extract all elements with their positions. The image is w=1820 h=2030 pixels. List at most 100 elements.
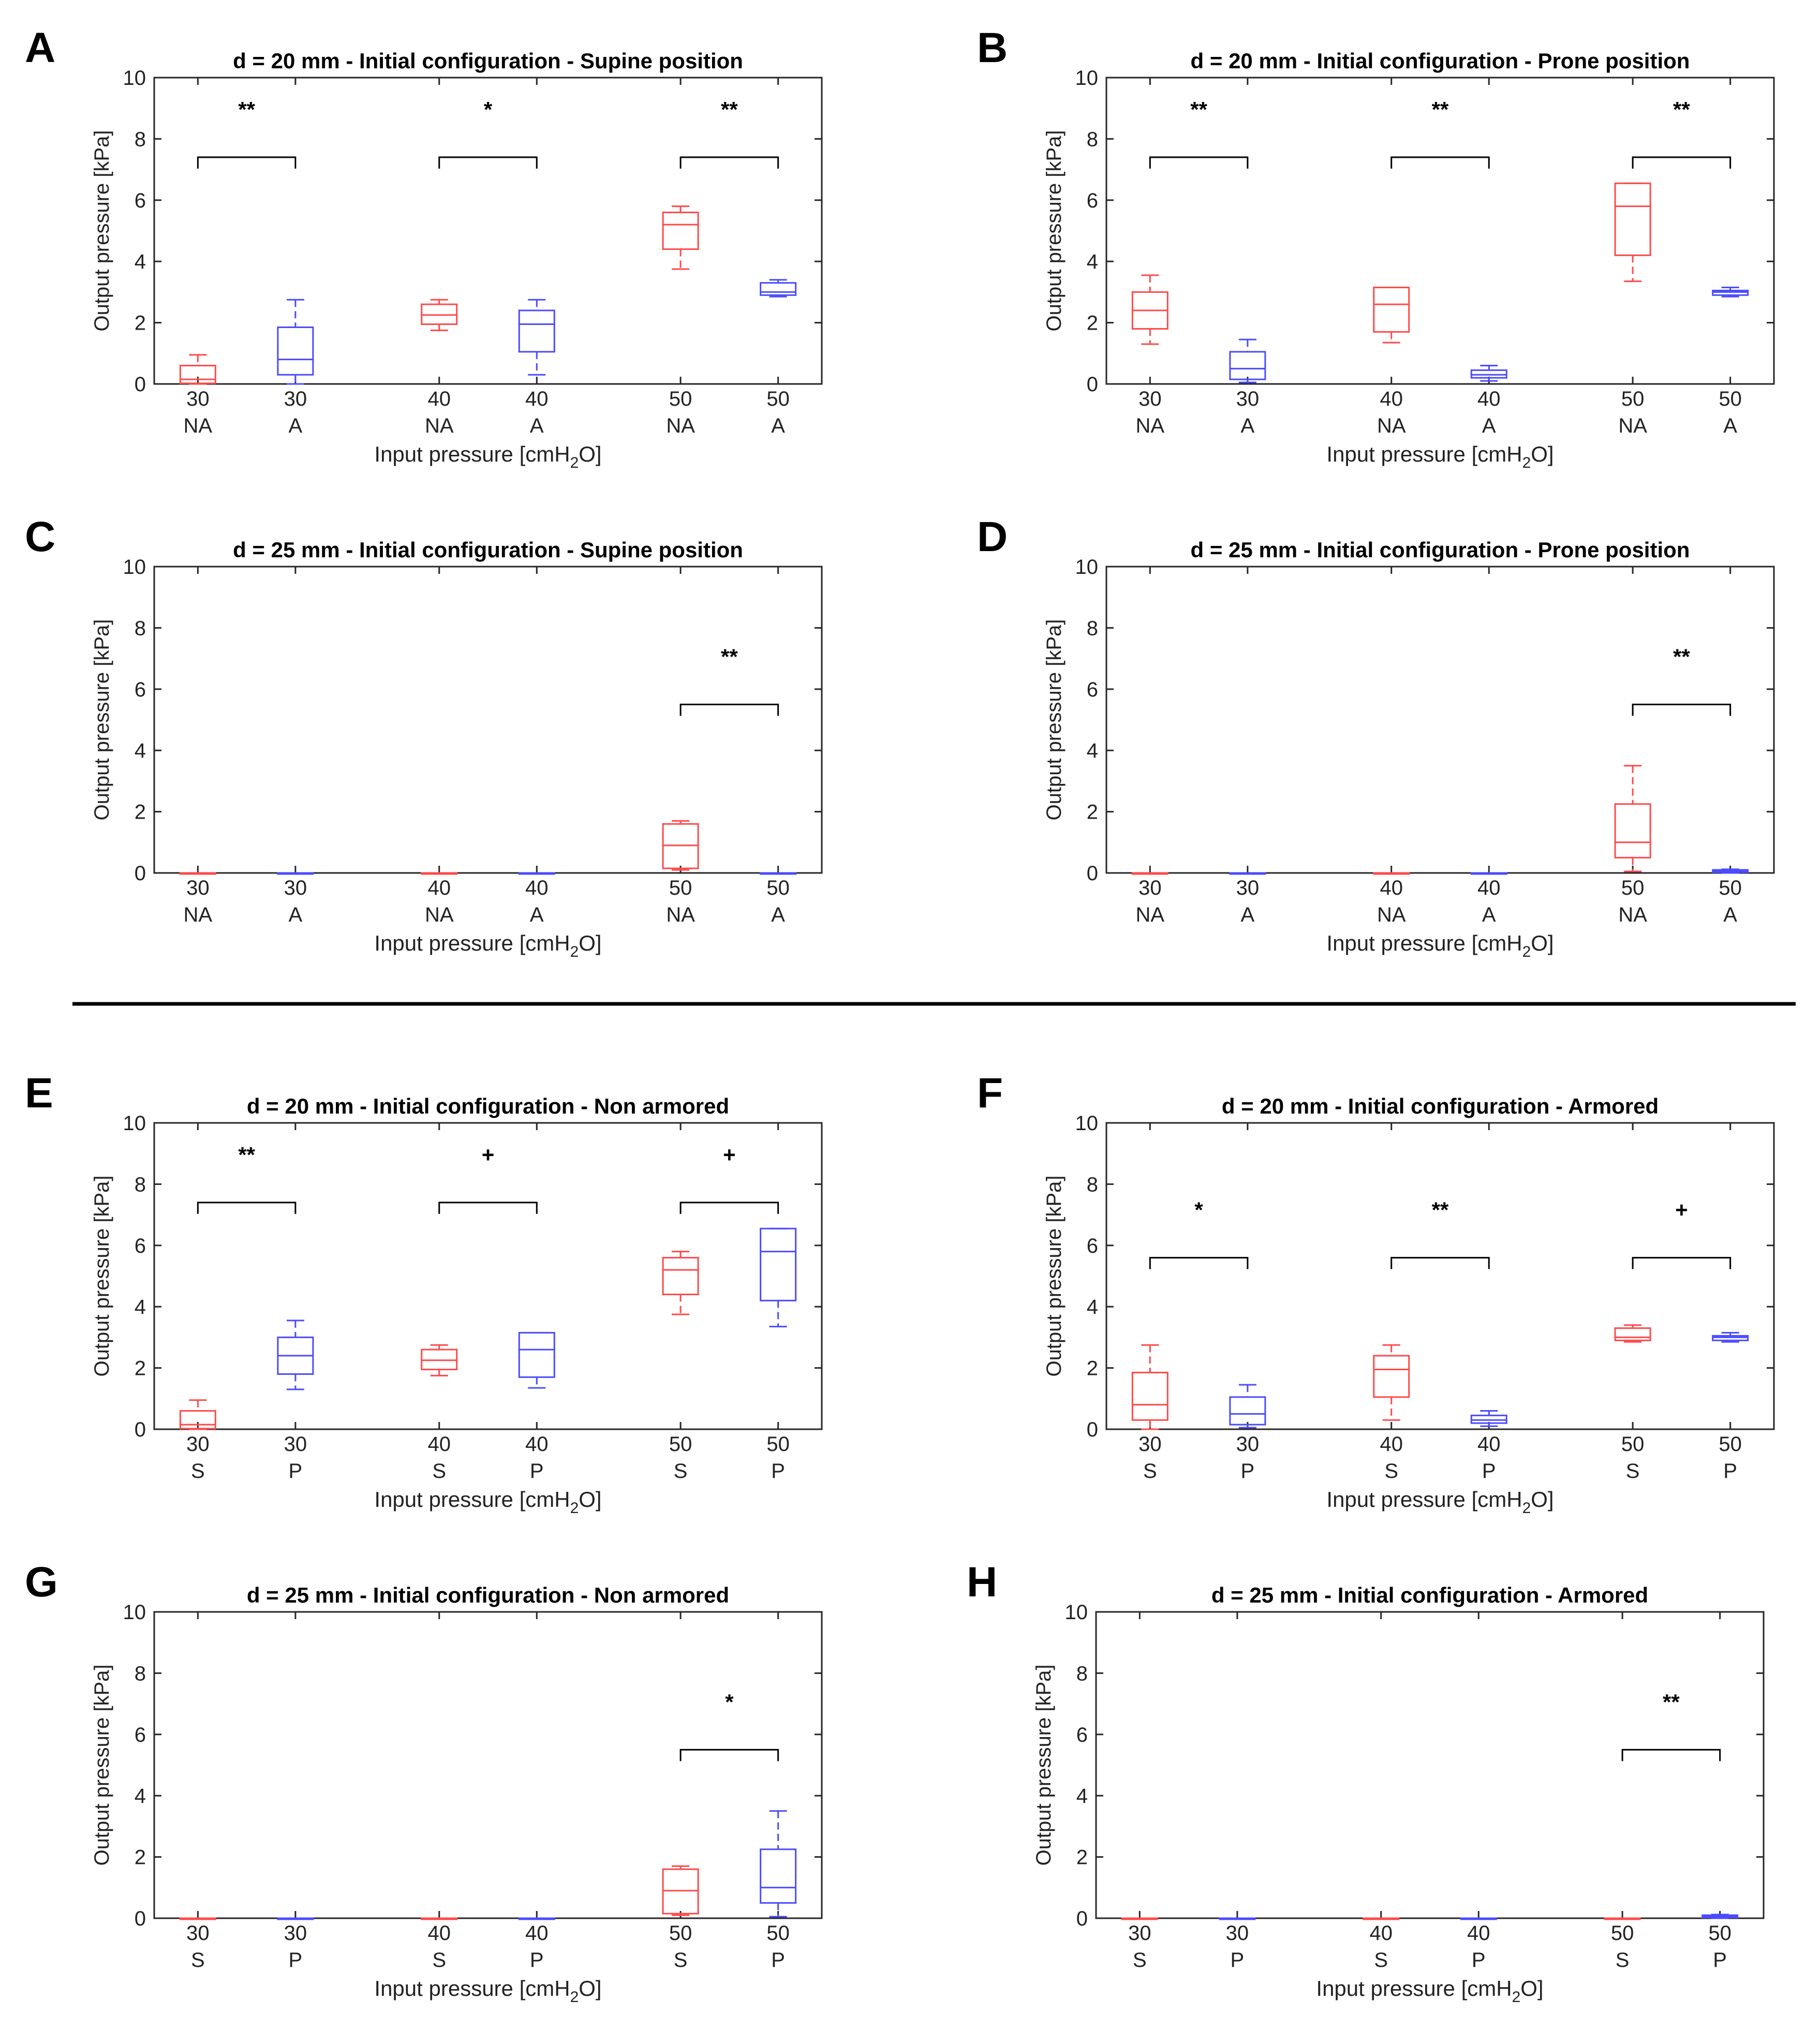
x-tick-label-group: NA	[184, 414, 213, 437]
box-iqr	[179, 364, 216, 384]
box-40-s	[1373, 1344, 1410, 1421]
x-tick-label-group: S	[191, 1460, 205, 1483]
x-tick-label-value: 30	[1138, 1433, 1162, 1456]
y-tick-label: 0	[135, 1418, 146, 1441]
x-tick-label-value: 30	[284, 877, 307, 899]
x-tick-label-value: 30	[284, 388, 307, 410]
y-tick-label: 8	[135, 617, 146, 640]
box-iqr	[1373, 1355, 1410, 1398]
x-tick-label-value: 30	[284, 1433, 307, 1456]
y-tick-label: 8	[135, 128, 146, 151]
box-30-s	[1131, 1344, 1168, 1430]
x-axis-label: Input pressure [cmH2O]	[1326, 442, 1553, 471]
x-tick-label-value: 50	[766, 388, 790, 410]
bracket-line	[679, 1749, 779, 1761]
y-tick-label: 10	[1075, 67, 1099, 90]
box-iqr	[1614, 1327, 1651, 1341]
y-tick-label: 0	[1076, 1907, 1088, 1930]
y-tick-label: 2	[135, 1357, 146, 1380]
x-tick-label-value: 30	[1236, 388, 1260, 410]
significance-bracket: **	[1390, 1197, 1490, 1269]
x-tick-label-group: S	[432, 1460, 446, 1483]
significance-bracket: *	[1149, 1197, 1249, 1269]
y-tick-label: 6	[1076, 1724, 1088, 1746]
x-tick-label-value: 40	[1380, 877, 1403, 899]
bracket-line	[1149, 156, 1249, 169]
x-tick-label-value: 40	[1380, 388, 1403, 410]
chart-title: d = 20 mm - Initial configuration - Supi…	[233, 49, 743, 73]
y-tick-label: 2	[135, 1846, 146, 1869]
box-40-na	[421, 299, 458, 331]
x-tick-label-group: A	[771, 414, 785, 437]
box-40-a	[1470, 872, 1507, 875]
box-40-s	[1363, 1917, 1400, 1920]
x-tick-label-group: P	[771, 1460, 785, 1483]
x-tick-label-value: 50	[1719, 877, 1742, 899]
axes-frame	[153, 77, 823, 385]
y-tick-label: 4	[1087, 1296, 1098, 1318]
significance-label: **	[1432, 1197, 1449, 1222]
significance-bracket: **	[1149, 97, 1249, 169]
significance-bracket: *	[679, 1690, 779, 1761]
significance-bracket: **	[1632, 644, 1732, 716]
x-tick-label-group: NA	[425, 903, 454, 926]
y-tick-label: 10	[123, 1601, 146, 1624]
y-axis-label: Output pressure [kPa]	[1043, 130, 1066, 331]
y-axis-label: Output pressure [kPa]	[1032, 1664, 1055, 1865]
significance-bracket: **	[1632, 97, 1732, 169]
significance-bracket: **	[1390, 97, 1490, 169]
box-iqr	[1373, 287, 1410, 333]
x-tick-label-value: 30	[1138, 877, 1162, 899]
bracket-line	[1390, 156, 1490, 169]
y-axis-label: Output pressure [kPa]	[1043, 619, 1066, 820]
box-30-na	[1131, 872, 1168, 875]
x-tick-label-group: A	[289, 903, 303, 926]
significance-label: +	[482, 1143, 495, 1167]
box-50-p	[760, 1227, 797, 1328]
x-tick-label-value: 40	[427, 388, 451, 410]
y-tick-label: 8	[135, 1662, 146, 1685]
y-tick-label: 4	[135, 1296, 146, 1318]
chart-title: d = 20 mm - Initial configuration - Armo…	[1222, 1094, 1659, 1118]
panel-letter: B	[977, 24, 1008, 71]
x-tick-label-value: 50	[669, 1433, 692, 1456]
bracket-line	[1632, 156, 1732, 169]
y-tick-label: 0	[1087, 373, 1098, 396]
box-40-na	[1373, 287, 1410, 344]
x-tick-label-group: P	[1231, 1949, 1245, 1972]
significance-bracket: +	[679, 1143, 779, 1214]
box-40-s	[421, 1344, 458, 1376]
x-tick-label-group: S	[1133, 1949, 1147, 1972]
y-tick-label: 8	[1087, 1173, 1098, 1196]
axes-frame	[1105, 566, 1775, 874]
significance-bracket: +	[1632, 1197, 1732, 1269]
y-axis-label: Output pressure [kPa]	[91, 619, 113, 820]
bracket-line	[197, 156, 297, 169]
x-tick-label-group: S	[432, 1949, 446, 1972]
bracket-line	[1632, 1256, 1732, 1269]
x-tick-label-group: P	[771, 1949, 785, 1972]
axes-frame	[1105, 77, 1775, 385]
box-30-s	[1121, 1917, 1158, 1920]
y-tick-label: 8	[1076, 1662, 1088, 1685]
x-tick-label-value: 50	[1719, 1433, 1742, 1456]
y-tick-label: 4	[1087, 739, 1098, 762]
bracket-line	[438, 1202, 538, 1214]
bracket-line	[438, 156, 538, 169]
y-tick-label: 6	[1087, 678, 1098, 701]
box-30-na	[179, 354, 216, 385]
x-axis-label: Input pressure [cmH2O]	[1326, 1487, 1553, 1517]
y-tick-label: 2	[1087, 1357, 1098, 1380]
box-30-a	[1229, 338, 1266, 383]
x-tick-label-group: NA	[1136, 414, 1165, 437]
bracket-line	[679, 1202, 779, 1214]
y-axis-label: Output pressure [kPa]	[91, 1664, 113, 1865]
panel-letter: A	[25, 24, 55, 71]
box-iqr	[1229, 351, 1266, 380]
bracket-line	[679, 156, 779, 169]
x-tick-label-value: 30	[1138, 388, 1162, 410]
x-tick-label-value: 40	[1477, 388, 1501, 410]
significance-bracket: **	[197, 1143, 297, 1214]
